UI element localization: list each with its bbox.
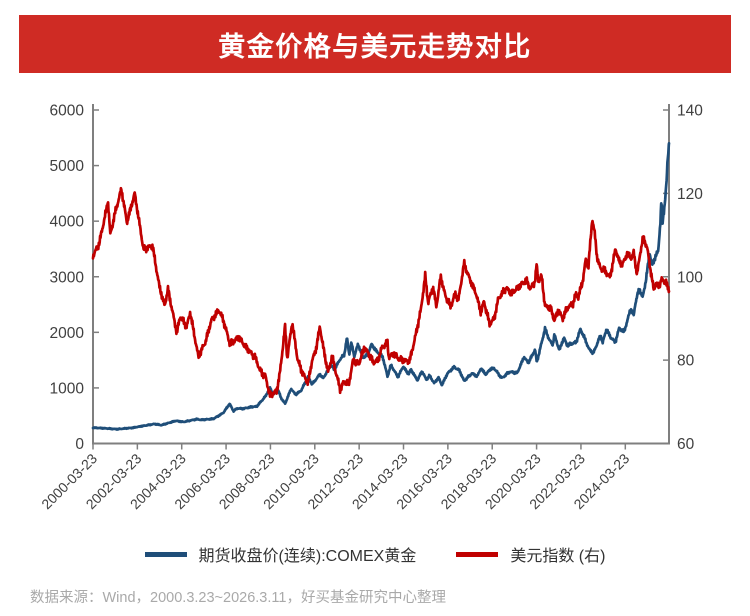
chart-title-banner: 黄金价格与美元走势对比: [19, 15, 731, 73]
y-axis-left-label: 4000: [50, 214, 85, 231]
legend-label-usd: 美元指数 (右): [510, 548, 606, 565]
data-source-note: 数据来源：Wind，2000.3.23~2026.3.11，好买基金研究中心整理: [30, 590, 446, 606]
legend-label-gold: 期货收盘价(连续):COMEX黄金: [198, 548, 417, 565]
gold-vs-dollar-chart: 0100020003000400050006000608010012014020…: [38, 103, 703, 513]
y-axis-left-label: 1000: [50, 380, 85, 397]
legend-item-gold: 期货收盘价(连续):COMEX黄金: [144, 542, 417, 566]
usd-index-line: [91, 186, 671, 399]
y-axis-left-label: 5000: [50, 158, 85, 175]
y-axis-right-label: 120: [677, 186, 703, 203]
y-axis-left-label: 0: [75, 436, 84, 453]
y-axis-left-label: 3000: [50, 269, 85, 286]
y-axis-left-label: 2000: [50, 325, 85, 342]
y-axis-left-label: 6000: [50, 103, 85, 120]
page-title: 黄金价格与美元走势对比: [218, 31, 532, 62]
gold-line-swatch: [144, 551, 187, 557]
usd-line-swatch: [456, 551, 499, 557]
legend-item-usd: 美元指数 (右): [456, 542, 605, 566]
y-axis-right-label: 140: [677, 103, 703, 120]
y-axis-right-label: 60: [677, 436, 695, 453]
chart-legend: 期货收盘价(连续):COMEX黄金 美元指数 (右): [0, 542, 750, 566]
y-axis-right-label: 80: [677, 353, 695, 370]
y-axis-right-label: 100: [677, 269, 703, 286]
